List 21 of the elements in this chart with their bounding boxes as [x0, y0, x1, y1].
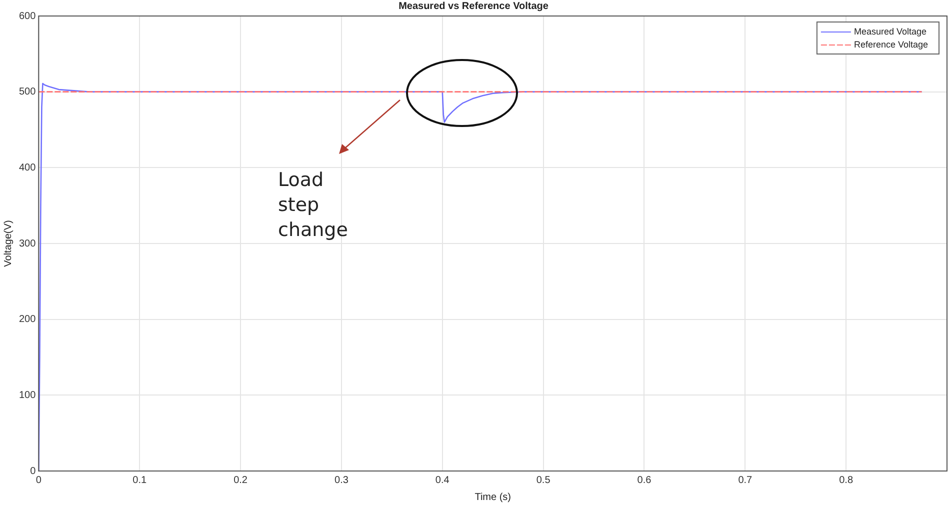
y-tick-label: 100	[18, 390, 36, 401]
x-tick-label: 0.3	[334, 474, 349, 486]
chart-title: Measured vs Reference Voltage	[398, 0, 549, 12]
legend-label: Reference Voltage	[854, 39, 928, 50]
x-tick-label: 0.4	[435, 474, 450, 486]
y-tick-label: 600	[18, 10, 36, 22]
x-tick-label: 0.2	[234, 474, 248, 486]
annotation: Load step change	[278, 168, 349, 243]
y-tick-label: 500	[18, 86, 36, 98]
y-tick-label: 0	[30, 466, 36, 477]
x-axis-title: Time (s)	[474, 492, 511, 503]
x-tick-label: 0.1	[132, 474, 147, 486]
legend-label: Measured Voltage	[854, 26, 927, 36]
y-tick-label: 200	[18, 314, 36, 326]
y-axis-title: Voltage(V)	[2, 220, 14, 267]
x-tick-label: 0.6	[637, 474, 652, 486]
x-tick-label: 0.5	[536, 474, 551, 486]
x-tick-label: 0.8	[839, 474, 854, 486]
x-tick-label: 0.7	[738, 474, 753, 486]
y-tick-label: 400	[18, 162, 36, 174]
y-tick-label: 300	[18, 238, 36, 250]
